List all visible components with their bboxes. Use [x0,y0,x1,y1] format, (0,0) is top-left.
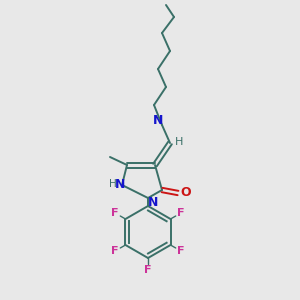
Text: H: H [109,179,117,189]
Text: N: N [115,178,125,190]
Text: F: F [144,265,152,275]
Text: O: O [181,185,191,199]
Text: F: F [111,246,119,256]
Text: N: N [153,113,163,127]
Text: F: F [177,246,185,256]
Text: N: N [148,196,158,209]
Text: F: F [111,208,119,218]
Text: H: H [175,137,183,147]
Text: F: F [177,208,185,218]
